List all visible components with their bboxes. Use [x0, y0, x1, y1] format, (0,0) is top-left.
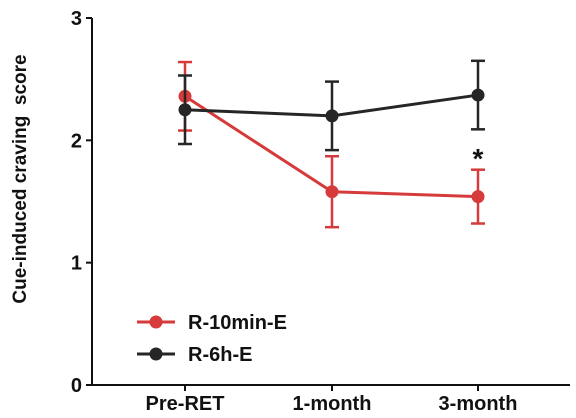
chart-axes: 0 1 2 3 Pre-RET 1-month 3-month: [71, 8, 570, 415]
legend-label: R-6h-E: [188, 344, 252, 366]
legend-marker: [149, 347, 163, 361]
y-tick-label: 3: [71, 8, 82, 30]
legend-marker: [149, 315, 163, 329]
series-R-6h-E: [178, 59, 485, 152]
legend-label: R-10min-E: [188, 312, 287, 334]
x-tick-label: 1-month: [293, 393, 372, 415]
y-tick-label: 0: [71, 375, 82, 397]
data-point: [178, 103, 192, 117]
chart-legend: R-10min-E R-6h-E: [137, 312, 287, 366]
data-point: [325, 109, 339, 123]
significance-annotation: *: [473, 143, 484, 174]
series-R-10min-E: [178, 60, 485, 229]
data-point: [471, 88, 485, 102]
y-tick-label: 1: [71, 253, 82, 275]
chart-marks: *: [178, 59, 485, 229]
x-tick-label: Pre-RET: [146, 393, 225, 415]
y-axis-label: Cue-induced craving score: [10, 54, 31, 304]
data-point: [471, 190, 485, 204]
y-tick-label: 2: [71, 130, 82, 152]
x-tick-label: 3-month: [439, 393, 518, 415]
data-point: [325, 185, 339, 199]
